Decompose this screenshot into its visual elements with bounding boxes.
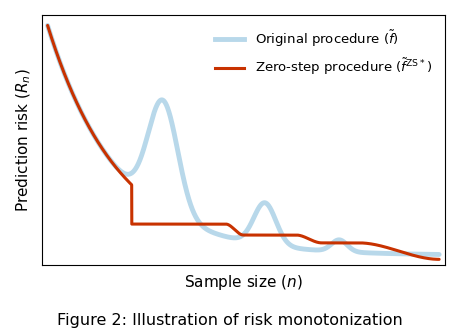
- Y-axis label: Prediction risk $(R_n)$: Prediction risk $(R_n)$: [15, 68, 34, 212]
- Text: Figure 2: Illustration of risk monotonization: Figure 2: Illustration of risk monotoniz…: [57, 314, 402, 328]
- X-axis label: Sample size $(n)$: Sample size $(n)$: [184, 273, 302, 292]
- Legend: Original procedure $(\tilde{f})$, Zero-step procedure $(\tilde{f}^{\mathrm{ZS*}}: Original procedure $(\tilde{f})$, Zero-s…: [208, 21, 437, 84]
